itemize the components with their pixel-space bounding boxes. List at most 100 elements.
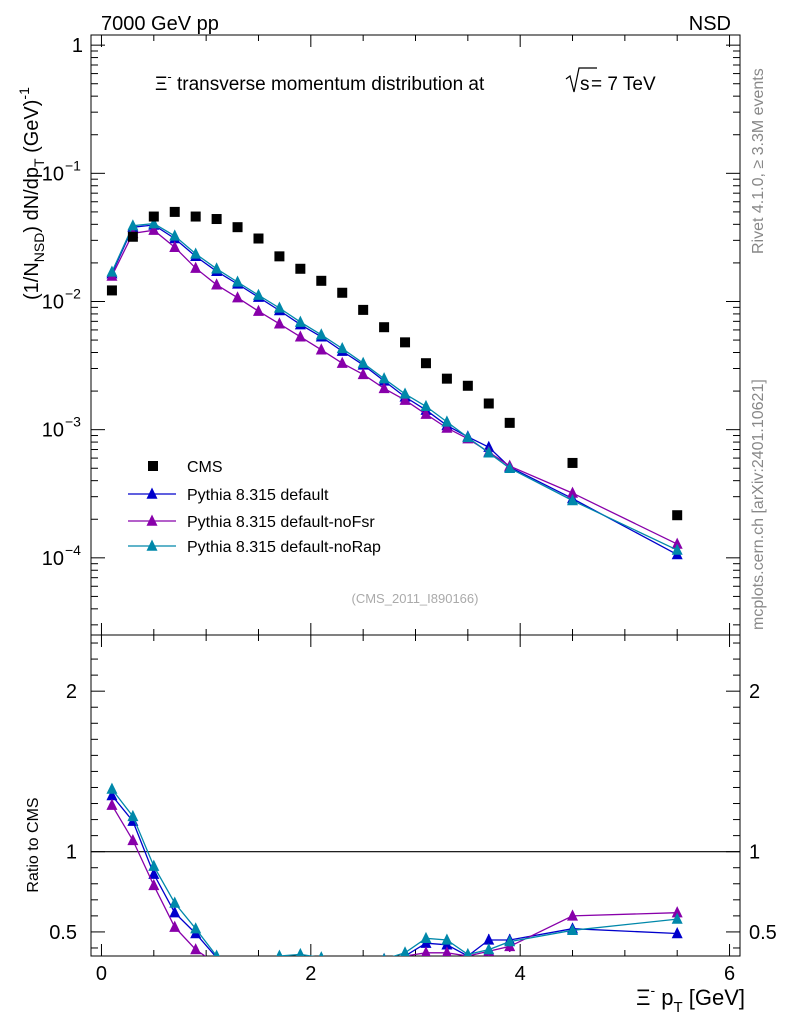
mc-point-noFsr xyxy=(315,343,327,355)
analysis-label: (CMS_2011_I890166) xyxy=(352,591,479,606)
ratio-point-default xyxy=(253,958,264,969)
ratio-tick-label-right: 2 xyxy=(749,681,760,703)
data-point xyxy=(567,457,578,468)
top-ylabel: (1/NNSD) dN/dpT (GeV)-1 xyxy=(16,87,47,300)
ratio-point-noFsr xyxy=(421,946,431,956)
data-point xyxy=(127,231,138,242)
y-tick-mantissa: 10 xyxy=(42,548,64,570)
y-tick-exponent: −3 xyxy=(65,414,81,430)
xlabel-sub: T xyxy=(673,999,682,1016)
top-ylabel-part1: (1/N xyxy=(21,262,43,300)
ratio-tick-label-left: 0.5 xyxy=(49,922,77,944)
ratio-point-noFsr xyxy=(363,955,364,956)
data-point xyxy=(190,211,201,222)
mc-point-noRap xyxy=(441,415,453,427)
title-main: transverse momentum distribution at xyxy=(172,74,485,95)
y-tick-exponent: −2 xyxy=(65,285,81,301)
mc-line-noRap xyxy=(111,222,678,551)
data-point xyxy=(148,211,159,222)
mc-point-noRap xyxy=(148,217,160,229)
y-tick-label: 10 xyxy=(42,420,64,442)
mc-point-noRap xyxy=(399,387,411,399)
mc-point-noFsr xyxy=(169,240,181,252)
ratio-tick-label-right: 0.5 xyxy=(749,922,777,944)
ratio-ticks: 0 2 4 6 0.5 0.5 1 1 2 2 xyxy=(49,642,777,985)
ratio-point-noRap xyxy=(296,947,305,956)
x-tick-label: 2 xyxy=(305,963,316,985)
title-xi: Ξ xyxy=(155,74,167,95)
top-ylabel-part3: (GeV) xyxy=(21,100,43,159)
y-tick-exponent: −1 xyxy=(65,157,81,173)
ratio-point-noRap xyxy=(420,931,432,944)
y-tick-label: 10 xyxy=(42,291,64,313)
ratio-point-noFsr xyxy=(567,909,579,921)
legend-marker-noRap xyxy=(146,539,158,551)
ratio-point-noFsr xyxy=(232,961,243,972)
legend: CMS Pythia 8.315 default Pythia 8.315 defa… xyxy=(128,459,381,556)
mc-point-noRap xyxy=(252,288,264,300)
mc-line-default xyxy=(111,224,678,556)
ratio-point-noRap xyxy=(342,955,343,956)
ratio-point-noRap xyxy=(567,923,579,936)
data-point xyxy=(169,206,180,217)
ratio-point-default xyxy=(358,959,369,970)
data-point xyxy=(441,373,452,384)
mc-point-noFsr xyxy=(357,367,369,380)
top-ylabel-sub1: NSD xyxy=(31,233,47,263)
mc-point-noFsr xyxy=(671,537,683,549)
main-marks xyxy=(106,206,683,560)
legend-marker-data xyxy=(148,461,158,471)
ratio-point-default xyxy=(316,958,327,969)
legend-label-noRap: Pythia 8.315 default-noRap xyxy=(187,539,381,556)
ratio-point-noFsr xyxy=(442,946,452,956)
data-point xyxy=(420,358,431,369)
ratio-point-noFsr xyxy=(316,959,327,970)
ratio-point-default xyxy=(106,789,118,801)
ratio-point-default xyxy=(671,927,683,939)
ratio-point-noRap xyxy=(213,949,220,956)
data-point xyxy=(358,304,369,315)
ratio-point-noFsr xyxy=(169,920,181,932)
mc-point-noRap xyxy=(420,399,432,412)
sqrt-s: s = 7 TeV xyxy=(565,67,656,95)
data-point xyxy=(106,285,117,296)
xlabel-sup: - xyxy=(650,982,655,998)
ratio-point-default xyxy=(169,906,181,918)
mc-point-noFsr xyxy=(441,421,453,433)
legend-marker-default xyxy=(146,487,158,499)
ratio-point-default xyxy=(300,955,301,956)
ratio-point-noFsr xyxy=(337,961,348,972)
rivet-label: Rivet 4.1.0, ≥ 3.3M events xyxy=(750,68,767,254)
title-suffix: = 7 TeV xyxy=(591,74,656,95)
xlabel: Ξ- pT [GeV] xyxy=(636,982,745,1016)
mc-point-noFsr xyxy=(232,291,244,303)
ratio-point-default xyxy=(232,958,243,969)
mc-point-noFsr xyxy=(336,356,348,368)
data-point xyxy=(295,263,306,274)
legend-label-noFsr: Pythia 8.315 default-noFsr xyxy=(187,514,375,531)
ratio-point-default xyxy=(483,933,495,945)
sqrt-sign xyxy=(565,67,597,93)
title-sqrt-s: s xyxy=(580,74,590,95)
y-tick-label: 10 xyxy=(42,163,64,185)
ratio-line-noFsr xyxy=(111,804,678,956)
mc-point-noRap xyxy=(336,341,348,354)
data-point xyxy=(316,275,327,286)
ratio-point-default xyxy=(148,867,160,879)
ratio-point-noRap xyxy=(127,809,139,822)
ratio-point-noFsr xyxy=(148,878,160,891)
mc-point-noFsr xyxy=(399,393,411,405)
mc-point-noRap xyxy=(315,328,327,340)
ratio-point-noFsr xyxy=(211,958,222,969)
xlabel-unit: [GeV] xyxy=(683,985,745,1010)
ratio-tick-label-left: 1 xyxy=(66,842,77,864)
mc-point-noRap xyxy=(127,219,139,231)
ratio-point-noRap xyxy=(318,951,324,956)
ratio-marks xyxy=(106,782,683,972)
ratio-point-noRap xyxy=(276,949,283,956)
xlabel-p: p xyxy=(655,985,673,1010)
mc-point-noFsr xyxy=(567,486,579,498)
ratio-point-default xyxy=(379,958,390,969)
mc-point-noRap xyxy=(671,543,683,555)
